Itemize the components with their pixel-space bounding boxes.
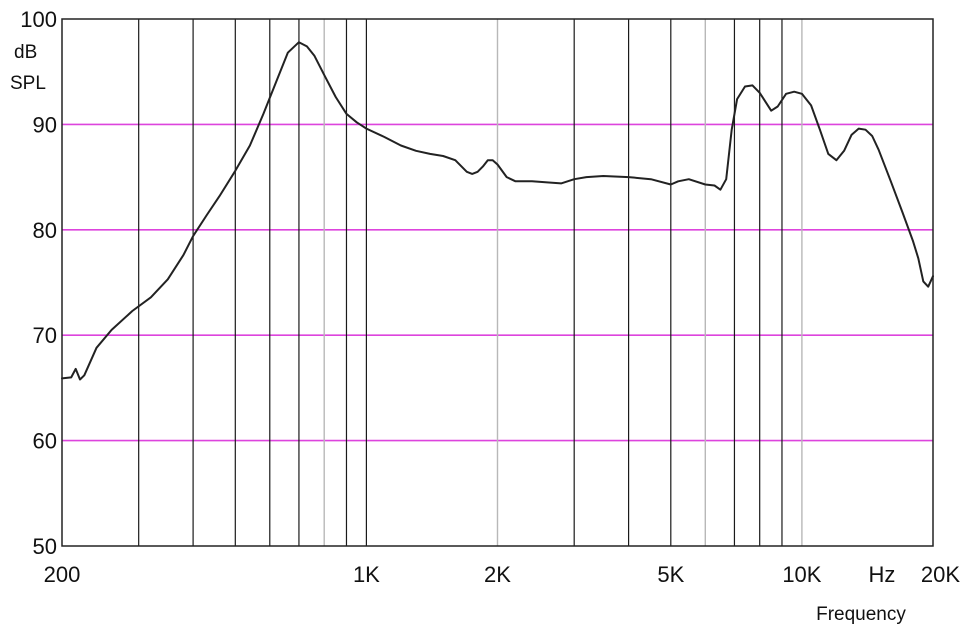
x-tick-label-10K: 10K: [782, 562, 821, 587]
x-tick-label-5K: 5K: [657, 562, 684, 587]
y-tick-label-100: 100: [20, 7, 57, 32]
plot-frame: [61, 18, 934, 547]
x-axis-unit-label: Hz: [869, 562, 896, 587]
grid-layer: [62, 19, 933, 546]
x-tick-label-200: 200: [44, 562, 81, 587]
x-tick-label-2K: 2K: [484, 562, 511, 587]
spl-response-curve: [61, 41, 934, 381]
y-tick-label-80: 80: [33, 218, 57, 243]
y-tick-label-90: 90: [33, 112, 57, 137]
x-tick-label-20K: 20K: [921, 562, 960, 587]
y-tick-label-60: 60: [33, 429, 57, 454]
y-tick-label-70: 70: [33, 323, 57, 348]
y-axis-label-db: dB: [14, 42, 37, 63]
y-tick-label-50: 50: [33, 534, 57, 559]
y-axis-ticks: 50 60 70 80 90 100: [20, 7, 57, 559]
x-axis-label: Frequency: [816, 604, 906, 625]
x-axis-ticks: 200 1K 2K 5K 10K 20K: [44, 562, 961, 587]
x-tick-label-1K: 1K: [353, 562, 380, 587]
y-axis-label-spl: SPL: [10, 73, 46, 94]
